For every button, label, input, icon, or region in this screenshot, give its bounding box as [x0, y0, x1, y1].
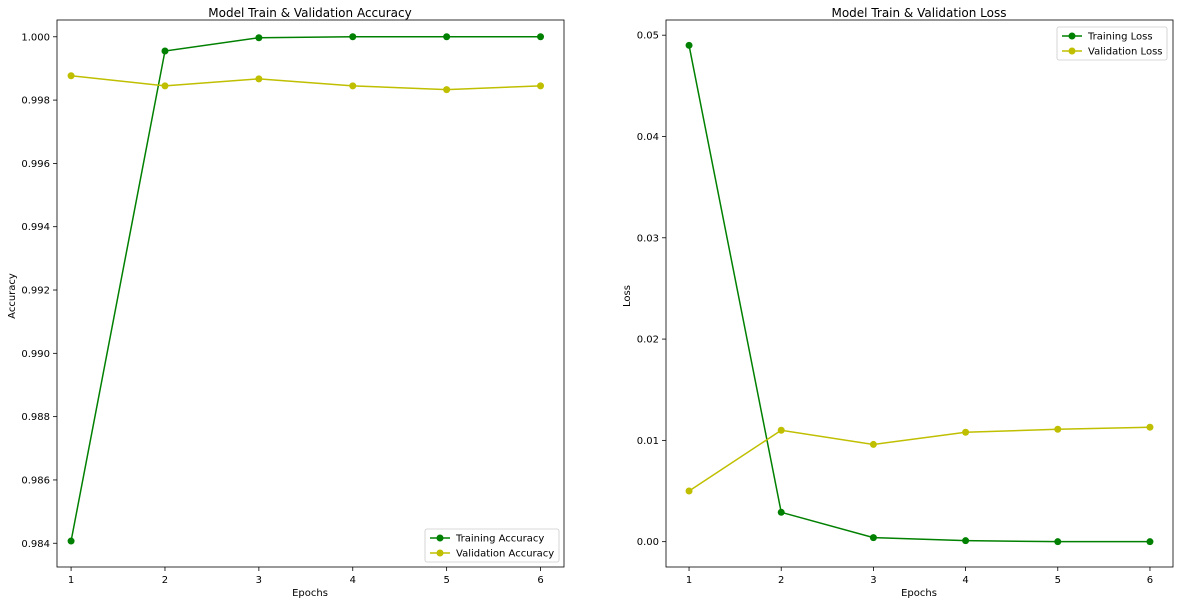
- x-tick-label: 3: [870, 575, 876, 586]
- data-point: [67, 72, 75, 80]
- loss-chart-marks: 1 2 3 4 5 6 0.00 0.01 0.02 0.03 0.04 0.05 Training L…: [637, 26, 1168, 586]
- data-point: [777, 508, 785, 516]
- legend-box: [1056, 26, 1168, 61]
- data-point: [685, 487, 693, 495]
- y-tick-label: 0.992: [21, 286, 50, 297]
- data-point: [161, 82, 169, 90]
- data-point: [1054, 538, 1062, 546]
- y-tick-label: 0.994: [21, 222, 50, 233]
- x-tick-label: 6: [1147, 575, 1153, 586]
- data-point: [255, 34, 263, 42]
- loss-chart: Model Train & Validation Loss Epochs Los…: [622, 6, 1174, 599]
- legend-label: Validation Loss: [1088, 47, 1163, 58]
- legend-box: [424, 528, 560, 563]
- data-point: [1146, 423, 1154, 431]
- x-tick-label: 4: [350, 575, 356, 586]
- data-point: [443, 33, 451, 41]
- series-line-1: [71, 74, 541, 91]
- data-point: [161, 47, 169, 55]
- loss-chart-frame: [665, 19, 1174, 568]
- x-tick-label: 2: [778, 575, 784, 586]
- legend: Training Loss Validation Loss: [1056, 26, 1168, 61]
- y-tick-label: 0.04: [637, 132, 659, 143]
- y-tick-label: 0.998: [21, 96, 50, 107]
- x-tick-label: 4: [962, 575, 968, 586]
- y-tick-label: 0.05: [637, 31, 659, 42]
- accuracy-chart-frame: [56, 19, 565, 568]
- data-point: [869, 534, 877, 542]
- data-point: [537, 82, 545, 90]
- legend-swatch-marker: [1068, 47, 1076, 55]
- x-tick-label: 5: [443, 575, 449, 586]
- data-point: [349, 82, 357, 90]
- data-point: [869, 440, 877, 448]
- data-point: [685, 41, 693, 49]
- series-line-0: [70, 36, 541, 542]
- data-point: [443, 86, 451, 94]
- loss-chart-title: Model Train & Validation Loss: [831, 6, 1006, 20]
- legend-label: Validation Accuracy: [456, 549, 554, 560]
- y-tick-label: 0.984: [21, 539, 50, 550]
- loss-chart-xlabel: Epochs: [901, 588, 937, 599]
- y-tick-label: 1.000: [21, 32, 50, 43]
- data-point: [255, 75, 263, 83]
- series-line-1: [688, 426, 1150, 492]
- data-point: [962, 428, 970, 436]
- x-tick-label: 1: [686, 575, 692, 586]
- y-tick-label: 0.01: [637, 436, 659, 447]
- y-tick-label: 0.988: [21, 412, 50, 423]
- x-tick-label: 1: [68, 575, 74, 586]
- y-tick-label: 0.996: [21, 159, 50, 170]
- x-tick-label: 5: [1055, 575, 1061, 586]
- x-tick-label: 2: [162, 575, 168, 586]
- data-point: [537, 33, 545, 41]
- x-tick-label: 3: [256, 575, 262, 586]
- legend-swatch-marker: [436, 549, 444, 557]
- legend-label: Training Accuracy: [455, 534, 544, 545]
- y-tick-label: 0.02: [637, 335, 659, 346]
- accuracy-chart-ylabel: Accuracy: [7, 273, 18, 319]
- data-point: [67, 537, 75, 545]
- y-tick-label: 0.986: [21, 475, 50, 486]
- legend: Training Accuracy Validation Accuracy: [424, 528, 560, 563]
- legend-swatch-marker: [1068, 32, 1076, 40]
- legend-swatch-marker: [436, 534, 444, 542]
- data-point: [1146, 538, 1154, 546]
- series-line-0: [688, 45, 1150, 543]
- accuracy-chart-title: Model Train & Validation Accuracy: [208, 6, 411, 20]
- data-point: [1054, 425, 1062, 433]
- y-tick-label: 0.990: [21, 349, 50, 360]
- loss-chart-ylabel: Loss: [622, 285, 633, 307]
- data-point: [777, 426, 785, 434]
- y-tick-label: 0.03: [637, 233, 659, 244]
- data-point: [349, 33, 357, 41]
- accuracy-chart-marks: 1 2 3 4 5 6 0.984 0.986 0.988 0.990 0.992 0.994 0.99…: [21, 32, 560, 586]
- x-tick-label: 6: [537, 575, 543, 586]
- accuracy-chart: Model Train & Validation Accuracy Epochs…: [7, 6, 565, 599]
- legend-label: Training Loss: [1087, 32, 1153, 43]
- accuracy-chart-xlabel: Epochs: [292, 588, 328, 599]
- y-tick-label: 0.00: [637, 537, 659, 548]
- data-point: [962, 537, 970, 545]
